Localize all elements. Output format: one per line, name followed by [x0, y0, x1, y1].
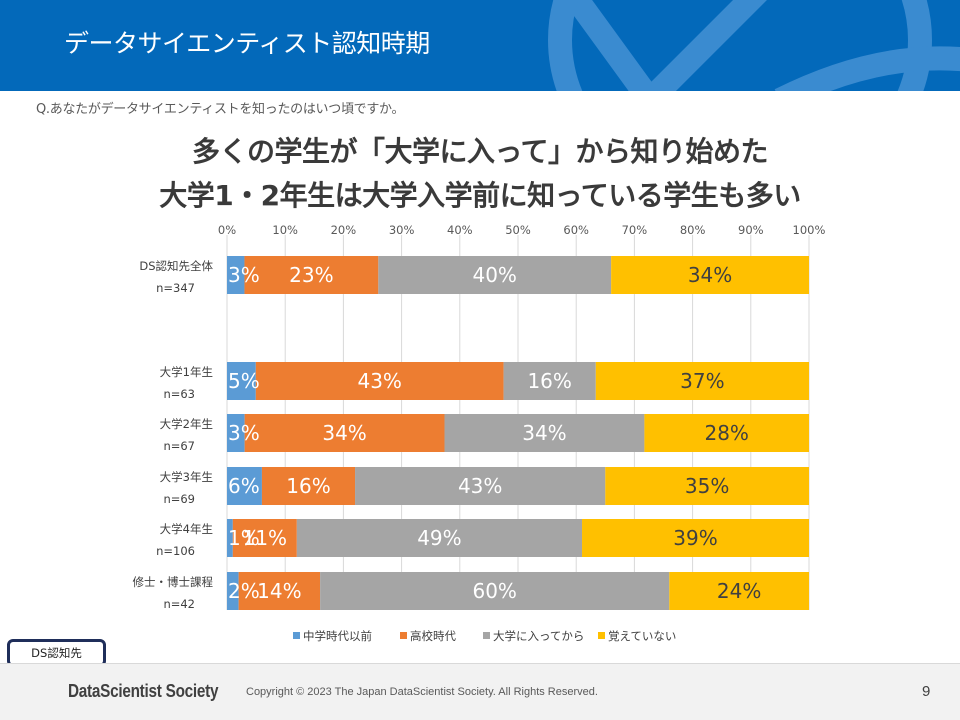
bar-segment [227, 256, 245, 294]
bar-segment [595, 362, 809, 400]
header-deco-chevron [562, 0, 767, 91]
bar-segment [605, 467, 809, 505]
data-label: 34% [688, 263, 732, 287]
data-label: 16% [527, 369, 571, 393]
x-tick-label: 70% [622, 223, 648, 237]
data-label: 23% [289, 263, 333, 287]
data-label: 24% [717, 579, 761, 603]
category-label: 修士・博士課程 [133, 575, 214, 589]
bar-segment [644, 414, 809, 452]
data-label: 5% [228, 369, 260, 393]
data-label: 49% [417, 526, 461, 550]
category-sample-size: n=42 [163, 597, 195, 611]
data-label: 34% [522, 421, 566, 445]
x-tick-label: 20% [331, 223, 357, 237]
headline-line-1: 多くの学生が「大学に入って」から知り始めた [191, 135, 769, 168]
bar-segment [355, 467, 606, 505]
header-decoration [548, 0, 960, 91]
slide-header: データサイエンティスト認知時期 [0, 0, 960, 91]
bar-segment [503, 362, 596, 400]
stacked-bar-chart: 0% 10% 20% 30% 40% 50% 60% 70% 80% 90% 100% 3% 23% 4… [133, 223, 826, 643]
x-tick-label: 40% [447, 223, 473, 237]
data-label: 28% [704, 421, 748, 445]
data-label: 39% [673, 526, 717, 550]
bar-segment [227, 467, 262, 505]
bar-segment [244, 414, 445, 452]
legend-swatch [293, 632, 300, 639]
category-sample-size: n=67 [163, 439, 195, 453]
data-label: 43% [458, 474, 502, 498]
bar-segment [261, 467, 356, 505]
data-label: 37% [680, 369, 724, 393]
data-label: 11% [243, 526, 287, 550]
category-label: DS認知先全体 [139, 259, 213, 273]
bar-segment [255, 362, 504, 400]
bar-segment [227, 519, 233, 557]
bars: 3% 23% 40% 34% 5% 43% 16% 37% 3% 34% 34% 28% 6% 16% 43… [227, 256, 809, 610]
legend-swatch [598, 632, 605, 639]
slide-title: データサイエンティスト認知時期 [64, 29, 430, 58]
page-number: 9 [922, 683, 931, 700]
category-sample-size: n=63 [163, 387, 195, 401]
x-tick-label: 0% [218, 223, 236, 237]
category-sample-size: n=106 [156, 544, 195, 558]
x-tick-label: 100% [793, 223, 826, 237]
x-tick-label: 60% [563, 223, 589, 237]
category-sample-size: n=69 [163, 492, 195, 506]
x-axis-ticks: 0% 10% 20% 30% 40% 50% 60% 70% 80% 90% 100% [218, 223, 826, 237]
data-label: 16% [286, 474, 330, 498]
slide-footer: DataScientist Society Copyright © 2023 T… [0, 663, 960, 720]
category-label: 大学2年生 [160, 417, 213, 431]
bar-segment [611, 256, 809, 294]
bar-segment [320, 572, 670, 610]
category-sample-size: n=347 [156, 281, 195, 295]
legend-label: 大学に入ってから [493, 629, 584, 643]
category-labels: DS認知先全体 n=347 大学1年生 n=63 大学2年生 n=67 大学3年生 n=69 大… [133, 259, 214, 611]
data-label: 35% [685, 474, 729, 498]
data-label: 6% [228, 474, 260, 498]
footer-brand-logo: DataScientist Society [68, 681, 219, 701]
legend-label: 高校時代 [410, 629, 456, 643]
legend-swatch [400, 632, 407, 639]
legend: 中学時代以前 高校時代 大学に入ってから 覚えていない [293, 629, 676, 643]
legend-swatch [483, 632, 490, 639]
bar-segment [227, 362, 256, 400]
bar-segment [227, 572, 239, 610]
x-tick-label: 50% [505, 223, 531, 237]
bar-segment [232, 519, 297, 557]
bar-segment [444, 414, 645, 452]
data-label: 2% [228, 579, 260, 603]
legend-label: 覚えていない [608, 629, 676, 643]
category-label: 大学3年生 [160, 470, 213, 484]
category-label: 大学4年生 [160, 522, 213, 536]
headline-line-2: 大学1・2年生は大学入学前に知っている学生も多い [159, 179, 801, 212]
header-deco-ring [548, 0, 932, 91]
x-tick-label: 90% [738, 223, 764, 237]
data-label: 34% [322, 421, 366, 445]
x-tick-label: 10% [272, 223, 298, 237]
legend-label: 中学時代以前 [303, 629, 372, 643]
footer-copyright: Copyright © 2023 The Japan DataScientist… [246, 686, 598, 698]
bar-segment [238, 572, 321, 610]
data-label: 40% [472, 263, 516, 287]
bar-segment [669, 572, 809, 610]
data-label: 3% [228, 263, 260, 287]
bar-segment [296, 519, 583, 557]
bar-segment [244, 256, 379, 294]
bar-segment [227, 414, 245, 452]
bar-segment [582, 519, 809, 557]
x-tick-label: 30% [389, 223, 415, 237]
category-label: 大学1年生 [160, 365, 213, 379]
data-label: 43% [357, 369, 401, 393]
data-label: 60% [472, 579, 516, 603]
data-label: 3% [228, 421, 260, 445]
data-label: 14% [257, 579, 301, 603]
x-tick-label: 80% [680, 223, 706, 237]
header-deco-arc [774, 46, 960, 91]
bar-segment [378, 256, 612, 294]
data-label: 1% [228, 526, 260, 550]
survey-question: Q.あなたがデータサイエンティストを知ったのはいつ頃ですか。 [36, 102, 405, 117]
